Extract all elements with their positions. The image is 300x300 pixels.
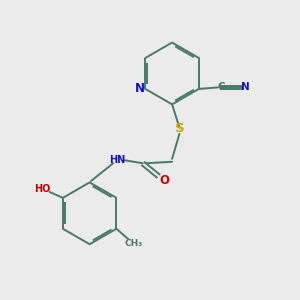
Text: O: O — [159, 174, 169, 188]
Text: C: C — [217, 82, 225, 92]
Text: HN: HN — [110, 155, 126, 165]
Text: N: N — [241, 82, 250, 92]
Text: HO: HO — [34, 184, 50, 194]
Text: N: N — [135, 82, 145, 95]
Text: CH₃: CH₃ — [125, 239, 143, 248]
Text: S: S — [175, 122, 184, 135]
